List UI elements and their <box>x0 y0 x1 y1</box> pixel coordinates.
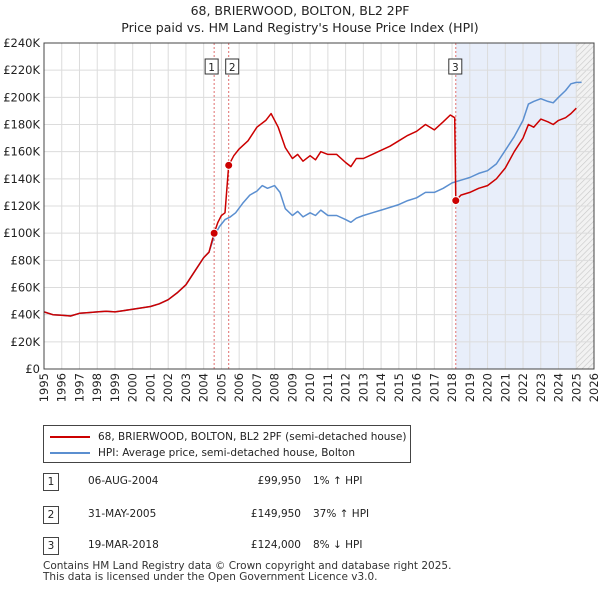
x-tick-label: 2013 <box>356 373 370 402</box>
transaction-hpi-diff: 8% ↓ HPI <box>313 539 363 551</box>
y-tick-label: £180K <box>3 118 40 132</box>
x-tick-label: 2002 <box>161 373 175 402</box>
y-tick-label: £200K <box>3 90 40 104</box>
x-tick-label: 2010 <box>303 373 317 402</box>
y-tick-label: £0 <box>25 362 40 376</box>
x-tick-label: 2015 <box>392 373 406 402</box>
transaction-date: 19-MAR-2018 <box>88 539 159 551</box>
x-tick-label: 2001 <box>143 373 157 402</box>
legend-swatch-hpi <box>50 452 90 454</box>
legend: 68, BRIERWOOD, BOLTON, BL2 2PF (semi-det… <box>43 425 411 463</box>
x-tick-label: 1999 <box>108 373 122 402</box>
x-tick-label: 2020 <box>481 373 495 402</box>
transaction-label-text: 1 <box>208 62 215 74</box>
transaction-label-text: 2 <box>229 62 236 74</box>
x-tick-label: 2009 <box>285 373 299 402</box>
transaction-date: 31-MAY-2005 <box>88 508 157 520</box>
y-tick-label: £100K <box>3 226 40 240</box>
legend-label-property: 68, BRIERWOOD, BOLTON, BL2 2PF (semi-det… <box>98 431 407 443</box>
transaction-price: £124,000 <box>250 539 301 551</box>
x-tick-label: 2021 <box>498 373 512 402</box>
transaction-label-2: 2 <box>225 58 240 75</box>
x-tick-label: 1995 <box>37 373 51 402</box>
table-row: 2 31-MAY-2005 £149,950 37% ↑ HPI <box>43 506 443 524</box>
sale-marker <box>451 196 461 206</box>
x-tick-label: 1996 <box>55 373 69 402</box>
x-tick-label: 2025 <box>569 373 583 402</box>
x-tick-label: 1998 <box>90 373 104 402</box>
transaction-label-text: 3 <box>452 62 459 74</box>
legend-item-hpi: HPI: Average price, semi-detached house,… <box>50 445 355 461</box>
transaction-label-3: 3 <box>448 58 463 75</box>
legend-label-hpi: HPI: Average price, semi-detached house,… <box>98 447 355 459</box>
x-tick-label: 2007 <box>250 373 264 402</box>
transaction-number: 2 <box>43 506 59 524</box>
transaction-hpi-diff: 37% ↑ HPI <box>313 508 370 520</box>
x-tick-label: 2022 <box>516 373 530 402</box>
legend-swatch-property <box>50 436 90 438</box>
footer: Contains HM Land Registry data © Crown c… <box>43 561 451 583</box>
table-row: 3 19-MAR-2018 £124,000 8% ↓ HPI <box>43 537 443 555</box>
x-tick-label: 2019 <box>463 373 477 402</box>
y-tick-label: £120K <box>3 199 40 213</box>
price-chart: 68, BRIERWOOD, BOLTON, BL2 2PF Price pai… <box>3 3 600 402</box>
x-tick-label: 2018 <box>445 373 459 402</box>
property-series-line <box>43 107 577 317</box>
x-tick-label: 2005 <box>214 373 228 402</box>
y-tick-label: £160K <box>3 145 40 159</box>
x-tick-label: 2012 <box>339 373 353 402</box>
transaction-number: 1 <box>43 473 59 491</box>
footer-copyright: Contains HM Land Registry data © Crown c… <box>43 560 452 572</box>
y-tick-label: £40K <box>11 308 41 322</box>
y-tick-label: £60K <box>11 281 41 295</box>
transaction-hpi-diff: 1% ↑ HPI <box>313 475 363 487</box>
x-tick-label: 2008 <box>268 373 282 402</box>
transaction-label-1: 1 <box>204 58 219 75</box>
transaction-price: £99,950 <box>257 475 301 487</box>
x-tick-label: 2006 <box>232 373 246 402</box>
x-tick-label: 2000 <box>126 373 140 402</box>
transaction-label-box <box>225 58 240 75</box>
x-tick-label: 2017 <box>427 373 441 402</box>
x-tick-label: 2011 <box>321 373 335 402</box>
x-tick-label: 2024 <box>552 373 566 402</box>
footer-licence: This data is licensed under the Open Gov… <box>43 571 378 583</box>
table-row: 1 06-AUG-2004 £99,950 1% ↑ HPI <box>43 473 443 491</box>
y-tick-label: £80K <box>11 253 41 267</box>
x-tick-label: 2014 <box>374 373 388 402</box>
transaction-number: 3 <box>43 537 59 555</box>
y-tick-label: £20K <box>11 335 41 349</box>
y-tick-label: £220K <box>3 63 40 77</box>
transaction-date: 06-AUG-2004 <box>88 475 159 487</box>
x-tick-label: 2023 <box>534 373 548 402</box>
transaction-label-box <box>448 58 463 75</box>
chart-subtitle: Price paid vs. HM Land Registry's House … <box>121 20 478 35</box>
plot-frame <box>43 42 595 370</box>
sale-marker <box>209 228 219 238</box>
x-tick-label: 2026 <box>587 373 600 402</box>
x-tick-label: 2003 <box>179 373 193 402</box>
y-tick-label: £140K <box>3 172 40 186</box>
x-tick-label: 2016 <box>410 373 424 402</box>
x-tick-label: 2004 <box>197 373 211 402</box>
chart-title: 68, BRIERWOOD, BOLTON, BL2 2PF <box>191 3 410 18</box>
transaction-price: £149,950 <box>250 508 301 520</box>
sale-marker <box>224 160 234 170</box>
y-tick-label: £240K <box>3 36 40 50</box>
legend-item-property: 68, BRIERWOOD, BOLTON, BL2 2PF (semi-det… <box>50 429 406 445</box>
transaction-label-box <box>204 58 219 75</box>
x-tick-label: 1997 <box>72 373 86 402</box>
